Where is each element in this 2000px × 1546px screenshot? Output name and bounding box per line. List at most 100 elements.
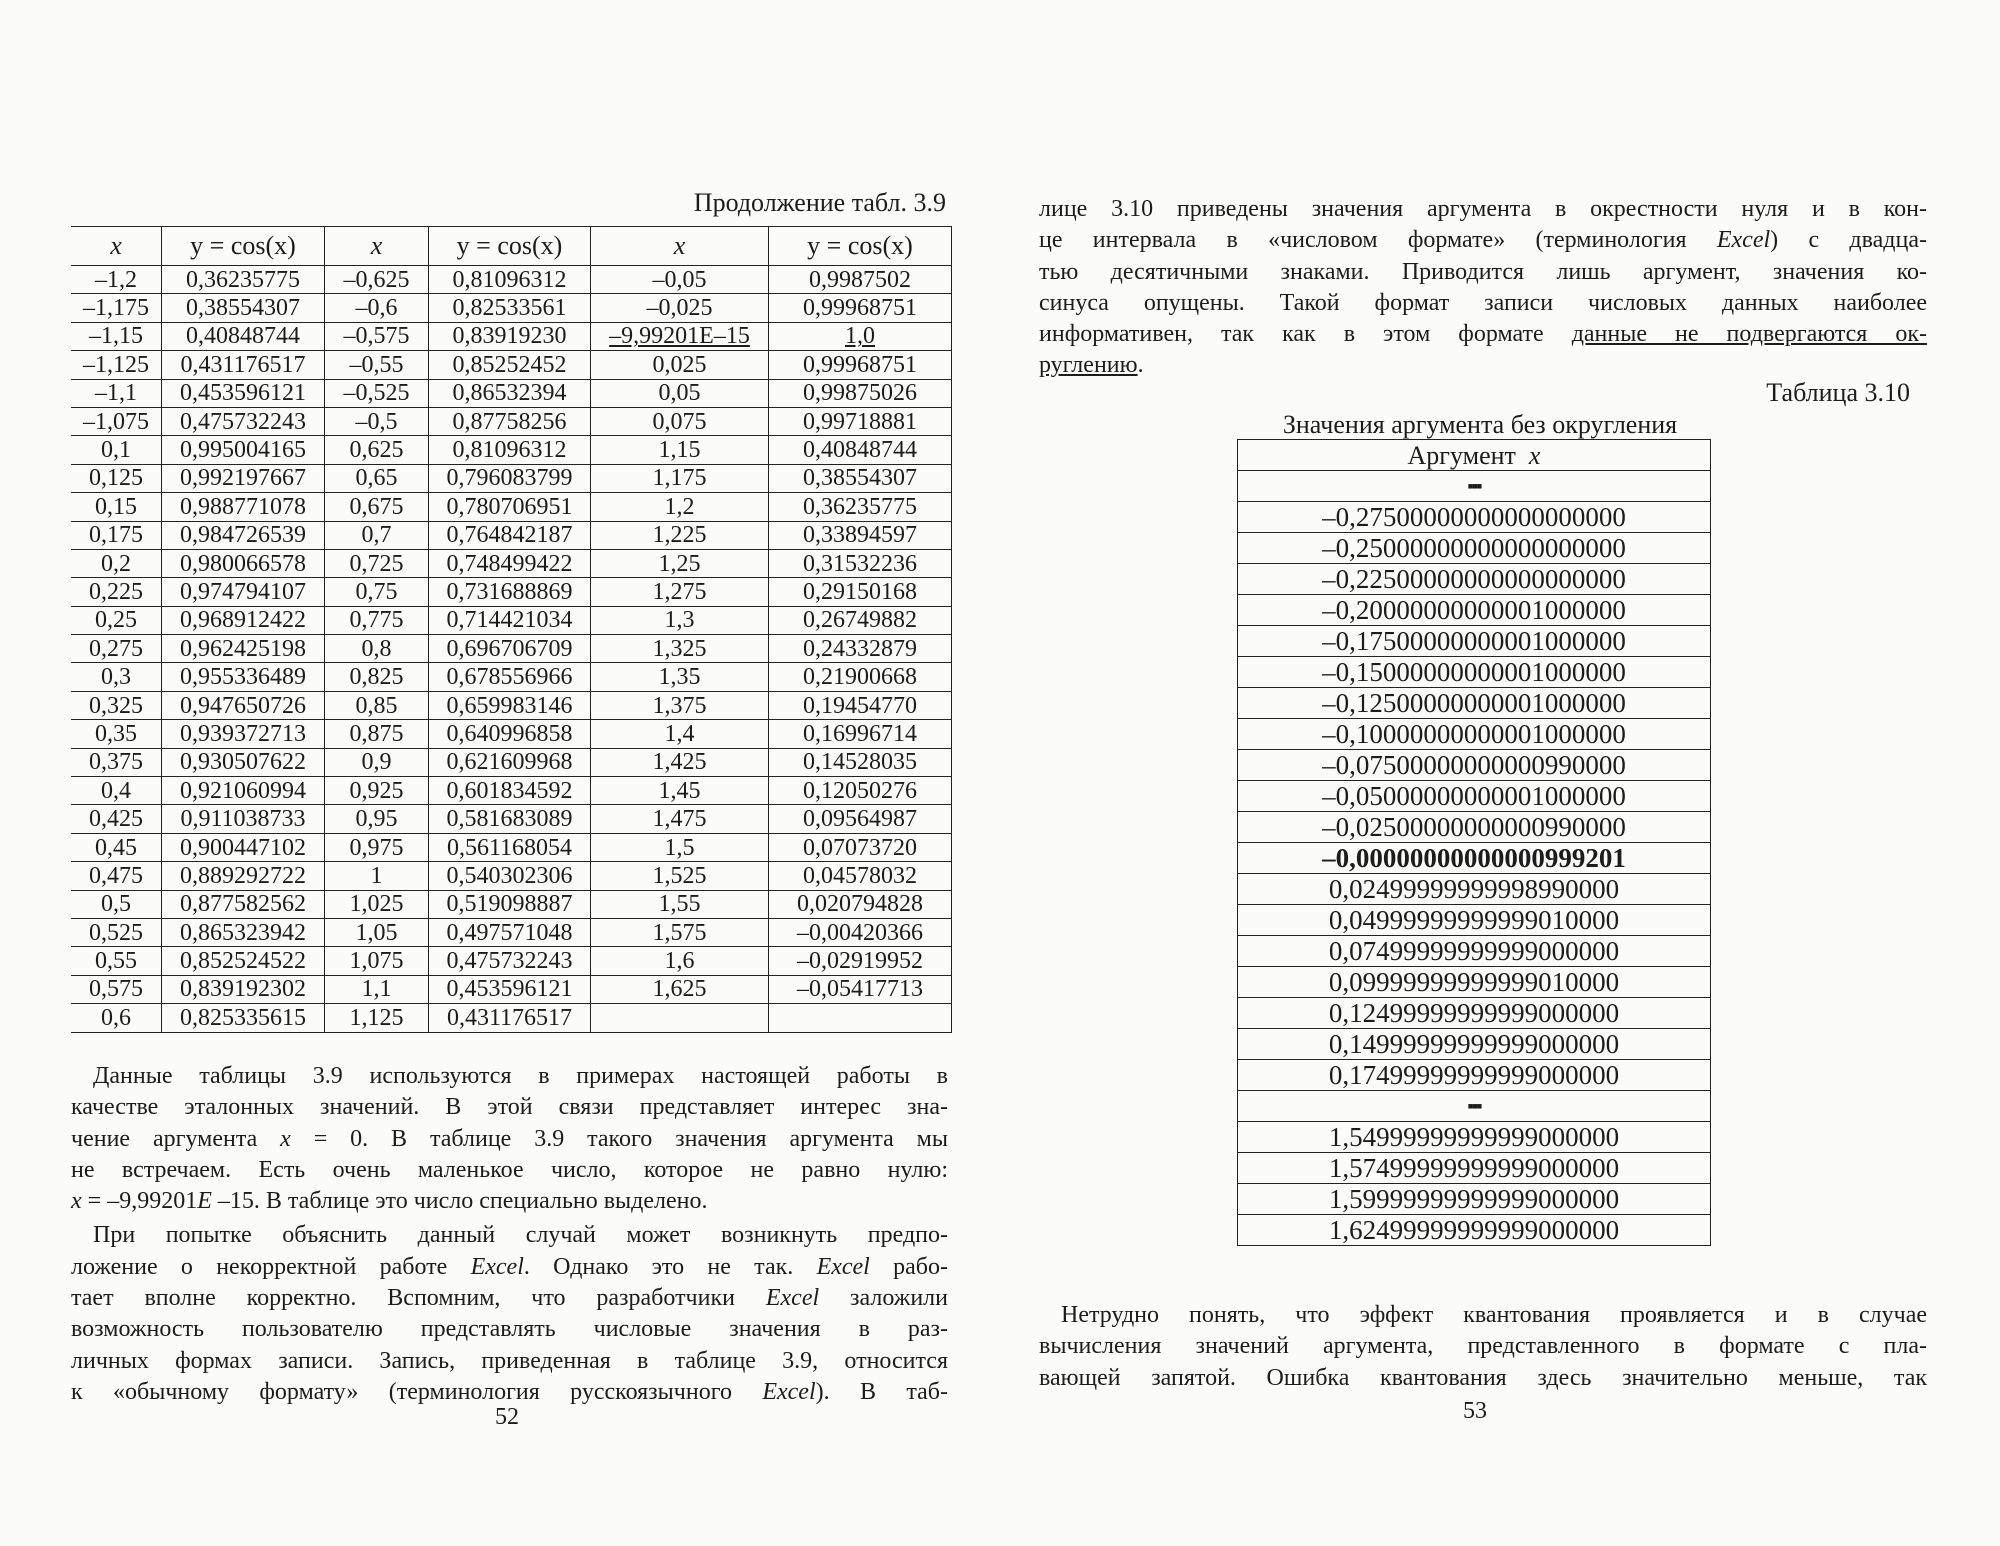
text-segment: тью десятичными знаками. Приводится лишь… xyxy=(1039,258,1927,285)
cell-cos: 0,19454770 xyxy=(768,690,952,721)
cell-cos: 0,877582562 xyxy=(161,889,325,919)
text-segment: ). В таб- xyxy=(815,1378,949,1405)
cell-cos: 0,81096312 xyxy=(428,264,591,295)
cell-x: –0,55 xyxy=(324,350,429,380)
cell-x: 0,3 xyxy=(71,662,162,692)
table-row: 0,04999999999999010000 xyxy=(1237,904,1711,936)
table-row: 0,275 0,962425198 0,8 0,696706709 1,325 0,243… xyxy=(71,634,952,664)
text-segment: лице 3.10 приведены значения аргумента в… xyxy=(1039,196,1927,222)
cell-x: 0,1 xyxy=(71,435,162,465)
header-x-1: x xyxy=(71,226,162,266)
table-row: 0,325 0,947650726 0,85 0,659983146 1,375 0,19… xyxy=(71,690,952,721)
header-argument-label: Аргумент xyxy=(1407,440,1516,470)
cell-cos: 0,839192302 xyxy=(161,974,325,1005)
table-row: –0,10000000000001000000 xyxy=(1237,718,1711,750)
text-line: При попытке объяснить данный случай може… xyxy=(71,1220,948,1251)
cell-cos: 0,82533561 xyxy=(428,293,591,323)
cell-cos: 0,81096312 xyxy=(428,435,591,465)
cell-x: 1,175 xyxy=(590,463,769,494)
cell-cos: 0,24332879 xyxy=(768,634,952,664)
cell-x: 1,4 xyxy=(590,719,769,749)
cell-cos: 0,621609968 xyxy=(428,747,591,778)
cell-x: 0,15 xyxy=(71,492,162,522)
cell-cos: 0,852524522 xyxy=(161,946,325,976)
argument-cell: 0,17499999999999000000 xyxy=(1237,1059,1711,1091)
table-row: –1,15 0,40848744 –0,575 0,83919230 –9,99201E… xyxy=(71,321,952,352)
cell-x: 0,55 xyxy=(71,946,162,976)
cell-cos: 0,900447102 xyxy=(161,832,325,863)
cell-cos: 0,9987502 xyxy=(768,264,952,295)
cell-cos: 0,995004165 xyxy=(161,435,325,465)
table-3-10: Аргумент x ▪▪▪ –0,27500000000000000000 –0,… xyxy=(1237,439,1711,1246)
cell-x: 0,475 xyxy=(71,861,162,891)
argument-cell: –0,07500000000000990000 xyxy=(1237,749,1711,781)
cell-x: 0,925 xyxy=(324,776,429,806)
cell-x: 0,825 xyxy=(324,662,429,692)
argument-cell: 0,04999999999999010000 xyxy=(1237,904,1711,936)
cell-x: 0,225 xyxy=(71,577,162,607)
table-row: 0,09999999999999010000 xyxy=(1237,966,1711,998)
text-segment: –15. В таблице это число специально выде… xyxy=(211,1188,708,1215)
cell-cos: 0,889292722 xyxy=(161,861,325,891)
cell-x: 1 xyxy=(324,861,429,891)
table-row: 0,175 0,984726539 0,7 0,764842187 1,225 0,338… xyxy=(71,520,952,550)
argument-cell: 1,59999999999999000000 xyxy=(1237,1183,1711,1215)
argument-cell: –0,00000000000000999201 xyxy=(1237,842,1711,874)
cell-x: 1,325 xyxy=(590,634,769,664)
text-segment: информативен, так как в этом формате xyxy=(1039,321,1572,348)
cell-x: 0,65 xyxy=(324,463,429,494)
cell-cos: –0,05417713 xyxy=(768,974,952,1005)
cell-cos: 0,540302306 xyxy=(428,861,591,891)
cell-x: 0,725 xyxy=(324,548,429,579)
cell-x: 0,675 xyxy=(324,492,429,522)
argument-cell: –0,22500000000000000000 xyxy=(1237,563,1711,595)
cell-cos: 0,962425198 xyxy=(161,634,325,664)
cell-cos: 0,21900668 xyxy=(768,662,952,692)
table-row: 1,54999999999999000000 xyxy=(1237,1121,1711,1153)
cell-cos: 0,581683089 xyxy=(428,804,591,834)
text-line: руглению. xyxy=(1039,350,1927,381)
cell-x: 1,3 xyxy=(590,605,769,636)
cell-cos: 0,38554307 xyxy=(768,463,952,494)
cell-x: –1,125 xyxy=(71,350,162,380)
cell-cos: 0,87758256 xyxy=(428,406,591,437)
cell-x: 0,95 xyxy=(324,804,429,834)
cell-cos: 0,31532236 xyxy=(768,548,952,579)
table-row: –1,175 0,38554307 –0,6 0,82533561 –0,025 0,99… xyxy=(71,293,952,323)
text-segment: рабо- xyxy=(869,1253,949,1280)
header-argument-var: x xyxy=(1528,440,1541,470)
table-row: –0,00000000000000999201 xyxy=(1237,842,1711,874)
cell-cos: –0,00420366 xyxy=(768,917,952,948)
argument-cell: 1,54999999999999000000 xyxy=(1237,1121,1711,1153)
cell-cos: 0,911038733 xyxy=(161,804,325,834)
cell-x: 0,425 xyxy=(71,804,162,834)
cell-cos: 0,40848744 xyxy=(768,435,952,465)
table-row: 0,425 0,911038733 0,95 0,581683089 1,475 0,09… xyxy=(71,804,952,834)
table-row: 0,125 0,992197667 0,65 0,796083799 1,175 0,38… xyxy=(71,463,952,494)
cell-x: –0,05 xyxy=(590,264,769,295)
text-segment: вычисления значений аргумента, представл… xyxy=(1039,1333,1927,1360)
cell-x: 0,975 xyxy=(324,832,429,863)
cell-cos: 0,980066578 xyxy=(161,548,325,579)
italic-text: Excel xyxy=(765,1285,820,1312)
table-3-9: x y = cos(x) x y = cos(x) x y = cos(x) –… xyxy=(71,226,952,1033)
cell-x: 1,275 xyxy=(590,577,769,607)
cell-x: 0,575 xyxy=(71,974,162,1005)
cell-cos: 0,99718881 xyxy=(768,406,952,437)
cell-cos: 0,988771078 xyxy=(161,492,325,522)
cell-cos: 0,561168054 xyxy=(428,832,591,863)
header-cos-2: y = cos(x) xyxy=(428,226,591,266)
text-line: синуса опущены. Такой формат записи числ… xyxy=(1039,288,1927,319)
cell-x: 0,85 xyxy=(324,690,429,721)
table-row: 0,575 0,839192302 1,1 0,453596121 1,625 –0,05… xyxy=(71,974,952,1005)
text-line: лице 3.10 приведены значения аргумента в… xyxy=(1039,194,1927,225)
cell-cos: 0,26749882 xyxy=(768,605,952,636)
text-segment: Данные таблицы 3.9 используются в пример… xyxy=(93,1063,948,1089)
text-segment: це интервала в «числовом формате» (терми… xyxy=(1039,227,1717,254)
italic-text: x xyxy=(280,1125,291,1152)
table-3-9-continuation-caption: Продолжение табл. 3.9 xyxy=(693,188,946,217)
text-line: це интервала в «числовом формате» (терми… xyxy=(1039,225,1927,256)
table-row: 0,55 0,852524522 1,075 0,475732243 1,6 –0,029… xyxy=(71,946,952,976)
cell-cos: 0,453596121 xyxy=(161,378,325,408)
table-3-10-label: Таблица 3.10 xyxy=(1766,378,1910,407)
